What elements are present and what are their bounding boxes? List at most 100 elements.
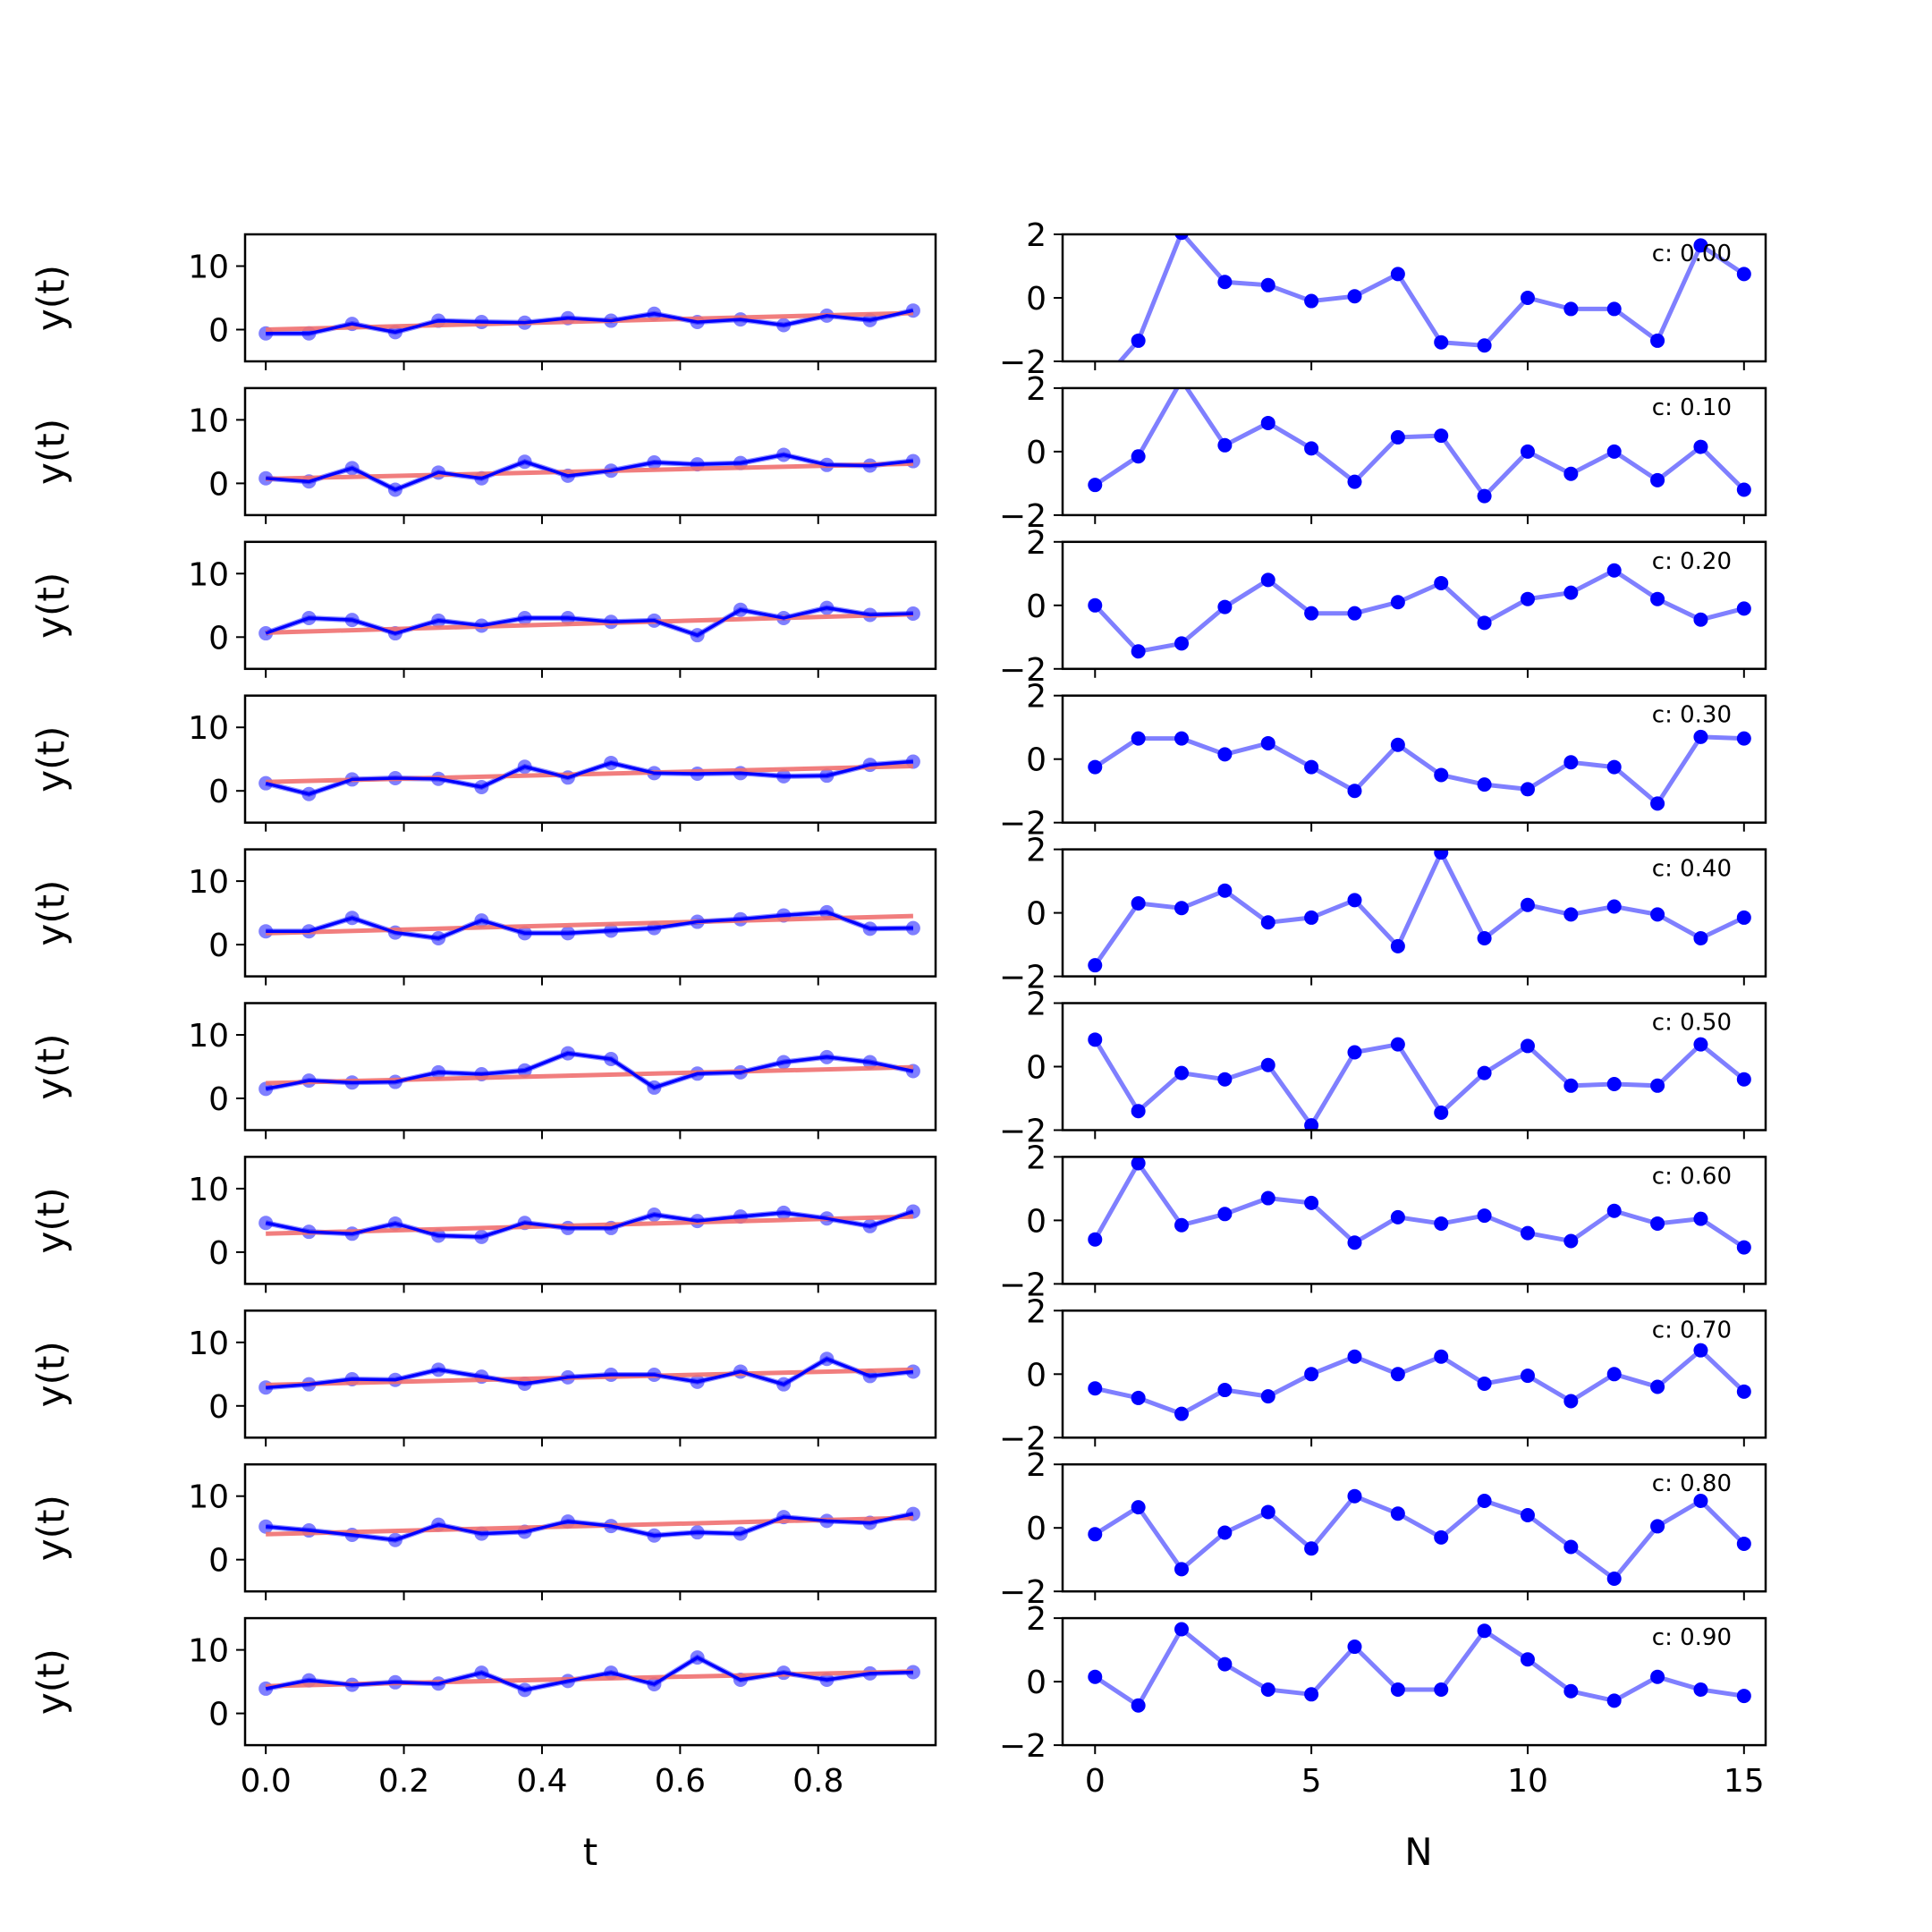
left-plot-area bbox=[258, 600, 920, 643]
left-y-axis-label: y(t) bbox=[30, 726, 73, 792]
right-data-point bbox=[1477, 777, 1492, 792]
left-data-point bbox=[905, 606, 920, 622]
left-y-axis-label: y(t) bbox=[30, 265, 73, 331]
left-trend-line bbox=[266, 1064, 913, 1086]
right-y-tick-label: 2 bbox=[1026, 217, 1046, 254]
right-data-point bbox=[1693, 1494, 1708, 1509]
right-data-point bbox=[1088, 1381, 1103, 1396]
left-panel-frame bbox=[243, 694, 937, 824]
right-data-point bbox=[1088, 1032, 1103, 1047]
right-series-line bbox=[1093, 1625, 1745, 1709]
right-data-point bbox=[1736, 482, 1751, 497]
right-data-point bbox=[1434, 1530, 1449, 1545]
right-data-point bbox=[1477, 1376, 1492, 1391]
right-panel-0: −2 0 2 c: 0.00 bbox=[999, 217, 1767, 397]
right-data-point bbox=[1434, 849, 1449, 860]
right-data-point bbox=[1390, 1506, 1405, 1521]
right-x-tick-label: 0 bbox=[1085, 1763, 1106, 1800]
right-panel-3: −2 0 2 c: 0.30 bbox=[999, 679, 1767, 843]
right-data-point bbox=[1736, 1536, 1751, 1551]
right-data-point bbox=[1650, 472, 1665, 487]
right-y-tick-label: 0 bbox=[1026, 1050, 1046, 1087]
right-data-point bbox=[1477, 1494, 1492, 1509]
right-data-point bbox=[1434, 1105, 1449, 1120]
right-y-tick-label: 2 bbox=[1026, 1140, 1046, 1176]
right-panel-1: −2 0 2 c: 0.10 bbox=[999, 371, 1767, 535]
left-plot-area bbox=[258, 303, 920, 341]
right-data-point bbox=[1304, 759, 1319, 775]
right-data-point bbox=[1606, 301, 1622, 317]
right-data-point bbox=[1217, 1525, 1233, 1540]
left-panel-2: 0 10 y(t) bbox=[30, 540, 937, 678]
left-y-tick-label: 10 bbox=[188, 710, 229, 747]
right-data-point bbox=[1088, 958, 1103, 973]
right-series-line bbox=[1093, 1158, 1746, 1250]
right-data-point bbox=[1217, 883, 1233, 898]
right-data-point bbox=[1693, 931, 1708, 945]
right-data-point bbox=[1390, 1682, 1405, 1697]
right-plot-area bbox=[1088, 1622, 1751, 1713]
right-data-point bbox=[1131, 333, 1146, 348]
right-data-point bbox=[1304, 293, 1319, 309]
right-panel-label: c: 0.10 bbox=[1652, 394, 1732, 421]
right-data-point bbox=[1390, 1037, 1405, 1052]
left-y-tick-label: 0 bbox=[208, 620, 229, 657]
right-plot-area bbox=[1088, 729, 1751, 811]
right-data-point bbox=[1563, 1539, 1579, 1555]
right-panel-frame bbox=[1061, 540, 1767, 671]
right-data-point bbox=[1390, 1367, 1405, 1382]
right-series-line bbox=[1094, 1347, 1746, 1417]
left-plot-area bbox=[258, 1352, 920, 1395]
right-data-point bbox=[1693, 238, 1708, 253]
right-y-tick-label: −2 bbox=[999, 960, 1046, 996]
left-y-tick-label: 10 bbox=[188, 556, 229, 593]
left-x-tick-label: 0.8 bbox=[792, 1763, 843, 1800]
right-y-tick-label: −2 bbox=[999, 498, 1046, 535]
right-data-point bbox=[1217, 1657, 1233, 1672]
left-y-axis-label: y(t) bbox=[30, 572, 73, 639]
right-data-point bbox=[1606, 1077, 1622, 1092]
right-data-point bbox=[1260, 915, 1275, 930]
right-data-point bbox=[1693, 1037, 1708, 1052]
right-data-point bbox=[1347, 1640, 1362, 1655]
right-data-point bbox=[1088, 597, 1103, 613]
right-panel-9: 0 5 10 15 −2 0 2 c: 0.90 bbox=[999, 1601, 1767, 1800]
right-data-point bbox=[1563, 1394, 1579, 1409]
right-panel-7: −2 0 2 c: 0.70 bbox=[999, 1293, 1767, 1457]
right-y-tick-label: 2 bbox=[1026, 1293, 1046, 1330]
right-data-point bbox=[1304, 1118, 1319, 1131]
right-data-point bbox=[1088, 383, 1102, 397]
right-data-point bbox=[1260, 1389, 1275, 1404]
right-data-point bbox=[1563, 755, 1579, 770]
right-data-point bbox=[1434, 335, 1449, 350]
left-panel-1: 0 10 y(t) bbox=[30, 386, 937, 524]
left-plot-area bbox=[258, 1204, 920, 1244]
right-data-point bbox=[1606, 1203, 1622, 1218]
right-data-point bbox=[1131, 731, 1146, 746]
left-series-line bbox=[265, 759, 914, 796]
right-data-point bbox=[1650, 796, 1665, 811]
right-data-point bbox=[1347, 1045, 1362, 1060]
left-panel-8: 0 10 y(t) bbox=[30, 1462, 937, 1601]
left-panel-4: 0 10 y(t) bbox=[30, 848, 937, 986]
right-data-point bbox=[1606, 1693, 1622, 1708]
right-panel-label: c: 0.40 bbox=[1652, 856, 1732, 883]
right-data-point bbox=[1520, 1225, 1535, 1241]
right-panel-frame bbox=[1061, 848, 1767, 978]
right-data-point bbox=[1131, 1157, 1146, 1171]
right-data-point bbox=[1390, 267, 1405, 282]
right-plot-area bbox=[1088, 387, 1751, 504]
left-x-tick-label: 0.2 bbox=[378, 1763, 429, 1800]
right-panel-frame bbox=[1061, 386, 1767, 517]
right-data-point bbox=[1434, 428, 1449, 444]
right-data-point bbox=[1477, 1623, 1492, 1639]
right-series-line bbox=[1093, 1493, 1746, 1582]
left-plot-area bbox=[258, 447, 920, 497]
right-data-point bbox=[1693, 1682, 1708, 1697]
right-data-point bbox=[1736, 1689, 1751, 1704]
right-data-point bbox=[1606, 563, 1622, 578]
right-data-point bbox=[1088, 1232, 1103, 1247]
right-data-point bbox=[1131, 895, 1146, 911]
left-series-line bbox=[266, 309, 914, 335]
right-x-tick-label: 15 bbox=[1724, 1763, 1765, 1800]
